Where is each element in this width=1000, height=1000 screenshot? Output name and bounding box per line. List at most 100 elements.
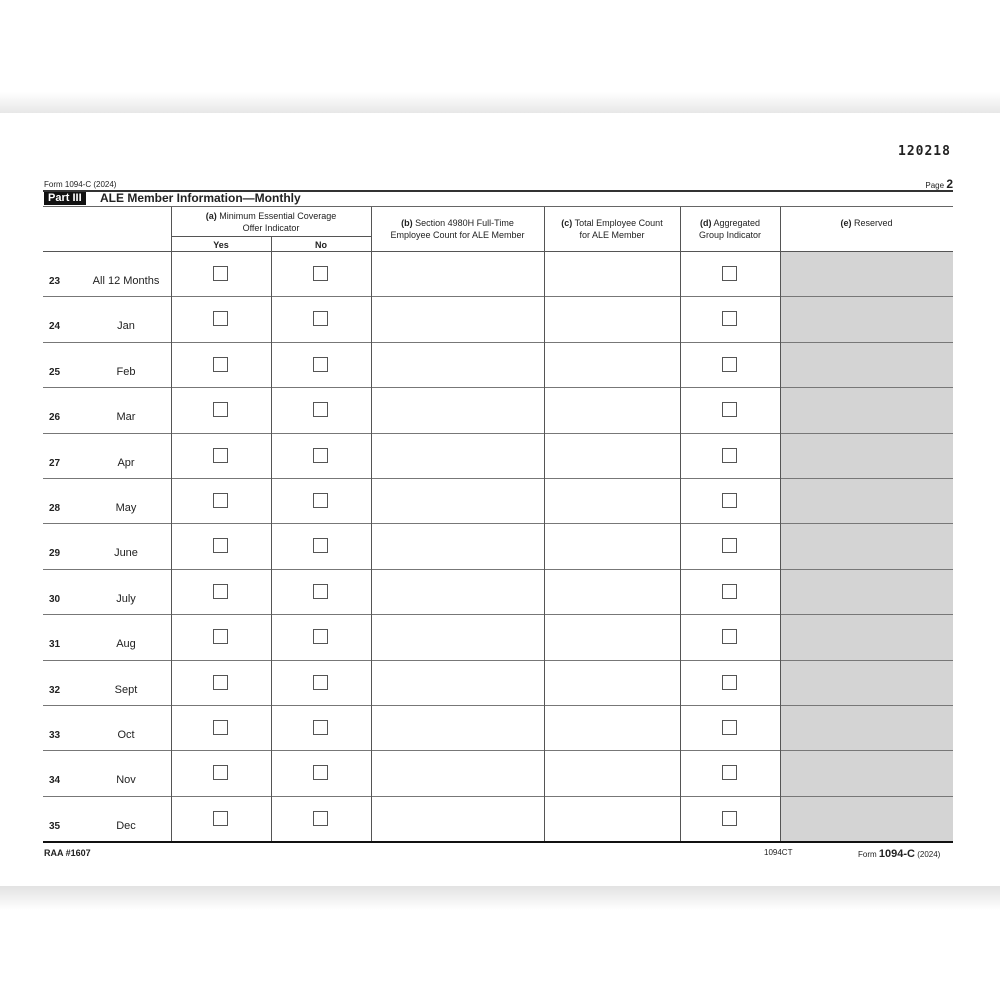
total-count-input[interactable] [545, 434, 680, 478]
table-row: 32 Sept [43, 660, 953, 706]
fulltime-count-input[interactable] [372, 661, 544, 705]
aggregated-group-checkbox[interactable] [722, 583, 737, 599]
month-label: Aug [116, 638, 136, 651]
table-row: 26 Mar [43, 388, 953, 434]
table-row: 29 June [43, 524, 953, 570]
yes-checkbox[interactable] [213, 402, 228, 418]
fulltime-count-input[interactable] [372, 434, 544, 478]
total-count-input[interactable] [545, 706, 680, 750]
aggregated-group-checkbox[interactable] [722, 447, 737, 463]
form-code: 1094CT [764, 848, 793, 857]
total-count-input[interactable] [545, 615, 680, 659]
no-checkbox[interactable] [313, 629, 328, 645]
aggregated-group-checkbox[interactable] [722, 810, 737, 826]
no-checkbox[interactable] [313, 674, 328, 690]
table-row: 33 Oct [43, 706, 953, 752]
month-label: Apr [117, 456, 135, 469]
fulltime-count-input[interactable] [372, 343, 544, 387]
line-number: 30 [49, 593, 61, 605]
no-checkbox[interactable] [313, 493, 328, 508]
aggregated-group-checkbox[interactable] [722, 356, 737, 372]
aggregated-group-checkbox[interactable] [722, 765, 737, 781]
col-e-header: (e) Reserved [840, 218, 893, 228]
yes-checkbox[interactable] [213, 538, 228, 554]
total-count-input[interactable] [545, 797, 680, 841]
yes-checkbox[interactable] [213, 266, 228, 281]
total-count-input[interactable] [545, 570, 680, 614]
part-rule [43, 206, 953, 207]
no-checkbox[interactable] [313, 447, 328, 463]
yes-checkbox[interactable] [213, 765, 228, 781]
no-checkbox[interactable] [313, 810, 328, 826]
reserved-cell [780, 569, 953, 615]
page-shadow-bottom [0, 886, 1000, 910]
line-number: 33 [49, 730, 61, 741]
aggregated-group-checkbox[interactable] [722, 674, 737, 690]
no-checkbox[interactable] [313, 583, 328, 599]
no-checkbox[interactable] [313, 356, 328, 372]
month-label: Mar [116, 411, 136, 424]
aggregated-group-checkbox[interactable] [722, 720, 737, 735]
line-number: 23 [49, 276, 61, 287]
month-label: Nov [116, 774, 136, 787]
col-divider [171, 207, 172, 842]
yes-checkbox[interactable] [213, 720, 228, 735]
table-row: 25 Feb [43, 342, 953, 389]
reserved-cell [780, 479, 953, 524]
total-count-input[interactable] [545, 252, 680, 296]
yes-checkbox[interactable] [213, 583, 228, 599]
no-checkbox[interactable] [313, 765, 328, 781]
page-label: Page [925, 181, 945, 190]
line-number: 28 [49, 503, 61, 514]
fulltime-count-input[interactable] [372, 297, 544, 341]
no-checkbox[interactable] [313, 402, 328, 418]
header-rule [43, 251, 953, 252]
no-checkbox[interactable] [313, 720, 328, 735]
total-count-input[interactable] [545, 343, 680, 387]
aggregated-group-checkbox[interactable] [722, 266, 737, 281]
page-number-value: 2 [946, 177, 953, 191]
month-label: June [114, 547, 138, 560]
aggregated-group-checkbox[interactable] [722, 311, 737, 327]
raa-number: RAA #1607 [44, 848, 91, 858]
col-a-yes: Yes [213, 240, 229, 250]
month-label: All 12 Months [92, 275, 160, 287]
yes-checkbox[interactable] [213, 810, 228, 826]
yes-checkbox[interactable] [213, 447, 228, 463]
yes-checkbox[interactable] [213, 356, 228, 372]
aggregated-group-checkbox[interactable] [722, 629, 737, 645]
total-count-input[interactable] [545, 297, 680, 341]
fulltime-count-input[interactable] [372, 252, 544, 296]
reserved-cell [780, 252, 953, 297]
yes-checkbox[interactable] [213, 629, 228, 645]
fulltime-count-input[interactable] [372, 751, 544, 795]
yes-checkbox[interactable] [213, 493, 228, 508]
fulltime-count-input[interactable] [372, 706, 544, 750]
fulltime-count-input[interactable] [372, 388, 544, 432]
table-row: 31 Aug [43, 615, 953, 661]
line-number: 35 [49, 820, 61, 832]
aggregated-group-checkbox[interactable] [722, 493, 737, 508]
fulltime-count-input[interactable] [372, 570, 544, 614]
no-checkbox[interactable] [313, 266, 328, 281]
fulltime-count-input[interactable] [372, 524, 544, 568]
line-number: 25 [49, 366, 61, 378]
no-checkbox[interactable] [313, 311, 328, 327]
total-count-input[interactable] [545, 388, 680, 432]
no-checkbox[interactable] [313, 538, 328, 554]
total-count-input[interactable] [545, 479, 680, 523]
total-count-input[interactable] [545, 751, 680, 795]
fulltime-count-input[interactable] [372, 615, 544, 659]
fulltime-count-input[interactable] [372, 797, 544, 841]
month-label: Dec [116, 819, 136, 832]
part-badge: Part III [44, 192, 86, 205]
yes-checkbox[interactable] [213, 311, 228, 327]
table-row: 35 Dec [43, 796, 953, 843]
total-count-input[interactable] [545, 661, 680, 705]
fulltime-count-input[interactable] [372, 479, 544, 523]
total-count-input[interactable] [545, 524, 680, 568]
aggregated-group-checkbox[interactable] [722, 538, 737, 554]
aggregated-group-checkbox[interactable] [722, 402, 737, 418]
yes-checkbox[interactable] [213, 674, 228, 690]
col-divider [680, 207, 681, 842]
